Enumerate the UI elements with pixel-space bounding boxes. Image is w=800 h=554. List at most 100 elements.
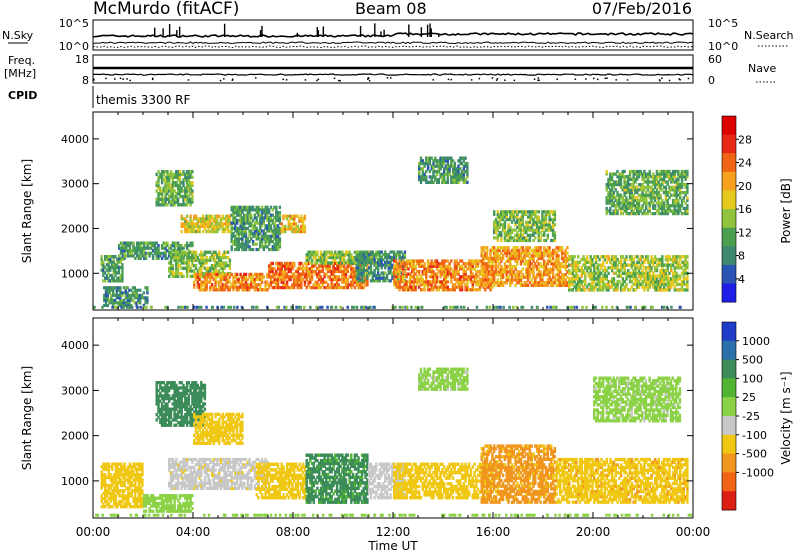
heatmap-cell [535,215,539,219]
heatmap-cell [582,263,585,267]
heatmap-cell [501,228,505,232]
heatmap-cell [521,236,524,240]
heatmap-cell [175,255,178,260]
heatmap-cell [559,267,562,271]
heatmap-cell [623,263,626,267]
heatmap-cell [516,246,519,250]
heatmap-cell [105,263,108,267]
heatmap-cell [200,272,203,276]
heatmap-cell [164,200,167,204]
heatmap-cell [621,282,625,287]
heatmap-cell [159,192,162,196]
heatmap-cell [160,189,164,193]
heatmap-cell [605,282,608,287]
heatmap-cell [602,263,605,267]
heatmap-cell [323,261,326,265]
heatmap-cell [544,210,548,214]
heatmap-cell [469,280,473,284]
heatmap-cell [104,255,107,259]
heatmap-cell [243,216,246,220]
heatmap-cell [614,266,617,270]
heatmap-cell [485,285,489,289]
heatmap-cell [105,276,108,280]
heatmap-cell [255,237,258,241]
heatmap-cell [223,222,226,226]
heatmap-cell [532,220,535,224]
heatmap-cell [300,261,303,266]
heatmap-cell [514,220,517,224]
heatmap-cell [187,258,190,262]
heatmap-cell [609,279,612,284]
heatmap-cell [175,264,178,268]
heatmap-cell [166,183,169,188]
heatmap-cell [303,283,307,287]
heatmap-cell [416,259,419,263]
heatmap-cell [419,262,423,266]
heatmap-cell [332,255,335,260]
heatmap-cell [516,212,519,216]
heatmap-cell [214,219,217,223]
heatmap-cell [455,178,458,182]
heatmap-cell [164,251,167,255]
heatmap-cell [191,197,194,201]
heatmap-cell [407,280,410,284]
heatmap-cell [525,231,528,235]
heatmap-cell [444,172,448,176]
heatmap-cell [457,180,460,184]
heatmap-cell [191,269,194,273]
heatmap-cell [394,253,398,257]
heatmap-cell [301,230,305,234]
heatmap-cell [205,269,208,273]
heatmap-cell [628,277,632,281]
heatmap-cell [457,172,460,176]
heatmap-cell [259,229,262,233]
heatmap-cell [453,272,457,276]
heatmap-cell [143,241,146,245]
heatmap-cell [428,275,432,279]
heatmap-cell [285,285,289,290]
heatmap-cell [166,256,169,260]
heatmap-cell [391,258,394,262]
heatmap-cell [482,264,485,268]
heatmap-cell [251,285,255,289]
heatmap-cell [300,227,303,231]
heatmap-cell [487,262,490,266]
heatmap-cell [535,220,539,224]
heatmap-cell [169,170,173,174]
heatmap-cell [485,275,489,279]
heatmap-cell [185,269,189,273]
heatmap-cell [248,218,251,223]
heatmap-cell [573,285,576,289]
heatmap-cell [303,261,307,266]
heatmap-cell [444,269,448,274]
heatmap-cell [373,258,376,262]
heatmap-cell [562,256,565,261]
heatmap-cell [551,225,555,229]
heatmap-cell [535,264,539,269]
heatmap-cell [110,301,113,305]
heatmap-cell [466,262,469,266]
heatmap-cell [503,238,507,243]
heatmap-cell [266,288,269,292]
heatmap-cell [253,226,257,230]
heatmap-cell [446,178,449,182]
heatmap-cell [528,225,532,229]
heatmap-cell [571,288,574,292]
heatmap-cell [523,283,526,287]
heatmap-cell [162,189,165,193]
heatmap-cell [105,268,108,272]
heatmap-cell [235,275,239,279]
heatmap-cell [384,279,387,283]
heatmap-cell [207,230,210,234]
heatmap-cell [439,275,442,279]
heatmap-cell [203,288,207,292]
heatmap-cell [260,245,264,249]
heatmap-cell [162,172,165,177]
heatmap-cell [278,218,282,223]
heatmap-cell [605,255,608,259]
heatmap-cell [210,222,214,226]
heatmap-cell [564,273,567,277]
heatmap-cell [464,262,467,266]
heatmap-cell [337,267,340,271]
heatmap-cell [544,228,548,232]
